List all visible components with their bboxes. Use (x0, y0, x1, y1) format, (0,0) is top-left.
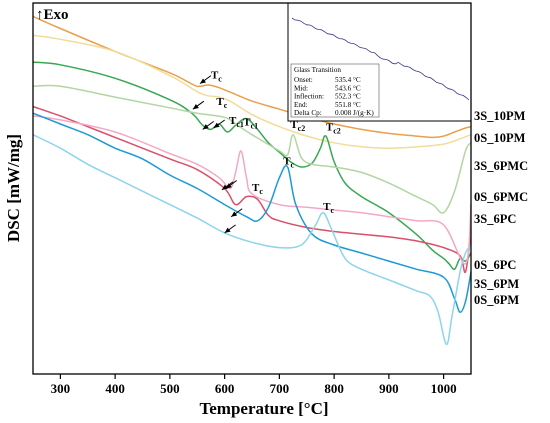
crystallization-label: Tc (216, 96, 227, 110)
x-tick-label: 500 (160, 381, 180, 396)
series-label-3s-6pc: 3S_6PC (474, 212, 516, 226)
series-line-3s-6pmc (32, 61, 472, 271)
crystallization-label: Tc1 (243, 116, 258, 130)
annotation-arrow (202, 120, 215, 130)
x-axis-label: Temperature [°C] (199, 399, 328, 418)
inset-row-label: Mid: (294, 84, 308, 92)
series-line-3s-6pc (32, 105, 472, 274)
crystallization-label: Tc1 (229, 115, 244, 129)
annotation-arrow (225, 180, 238, 189)
inset-rows: Onset: 535.4 °C Mid: 543.6 °C Inflection: 552… (294, 76, 374, 117)
series-label-0s-6pm: 0S_6PM (474, 293, 519, 307)
series-line-3s-10pm (32, 15, 472, 139)
annotation-arrow (213, 119, 225, 129)
y-axis-label: DSC [mW/mg] (4, 134, 23, 242)
exo-label: ↑Exo (36, 7, 69, 23)
series-line-0s-6pc (32, 115, 472, 265)
inset-row-label: Inflection: (294, 93, 324, 101)
x-axis-ticks: 300 400 500 600 700 800 900 1000 (51, 374, 457, 396)
annotation-arrow (224, 224, 236, 234)
x-tick-label: 900 (379, 381, 399, 396)
series-line-0s-10pm (32, 34, 472, 149)
series-line-0s-6pmc (32, 84, 472, 214)
series-label-3s-6pm: 3S_6PM (474, 277, 519, 291)
series-label-0s-10pm: 0S_10PM (474, 131, 526, 145)
series-label-0s-6pmc: 0S_6PMC (474, 190, 528, 204)
curves-layer (32, 15, 472, 346)
inset-title: Glass Transition (294, 66, 341, 74)
x-tick-label: 800 (324, 381, 344, 396)
series-label-3s-6pmc: 3S_6PMC (474, 159, 528, 173)
series-label-3s-10pm: 3S_10PM (474, 109, 526, 123)
x-tick-label: 600 (215, 381, 235, 396)
annotation-arrow (230, 208, 243, 218)
inset-curve (291, 17, 470, 101)
crystallization-label: Tc (323, 201, 334, 215)
series-line-0s-6pm (32, 134, 472, 346)
x-tick-label: 300 (51, 381, 71, 396)
series-label-0s-6pc: 0S_6PC (474, 258, 516, 272)
plot-frame (32, 2, 472, 375)
inset-legend-box (290, 63, 380, 118)
x-tick-label: 700 (270, 381, 290, 396)
series-line-3s-6pm (32, 112, 472, 313)
arrows-layer (192, 75, 243, 234)
crystallization-label: Tc (252, 182, 263, 196)
crystallization-label: Tc (283, 155, 294, 169)
inset-row-value: 552.3 °C (335, 93, 361, 101)
inset-row-value: 543.6 °C (335, 84, 361, 92)
inset-row-value: 0.008 J/(g·K) (335, 109, 374, 117)
inset-row-label: End: (294, 101, 308, 109)
inset-row-value: 535.4 °C (335, 76, 361, 84)
glass-transition-inset: Glass Transition Onset: 535.4 °C Mid: 543.6… (287, 2, 472, 122)
inset-row-label: Delta Cp: (294, 109, 322, 117)
annotation-arrow (199, 75, 212, 85)
crystallization-label: Tc (211, 69, 222, 83)
inset-row-label: Onset: (294, 76, 313, 84)
x-tick-label: 1000 (431, 381, 457, 396)
series-labels: 3S_10PM 0S_10PM 3S_6PMC 0S_6PMC 3S_6PC 0S_6PC… (474, 109, 528, 307)
inset-row-value: 551.8 °C (335, 101, 361, 109)
annotation-arrow (192, 100, 205, 110)
x-tick-label: 400 (105, 381, 125, 396)
